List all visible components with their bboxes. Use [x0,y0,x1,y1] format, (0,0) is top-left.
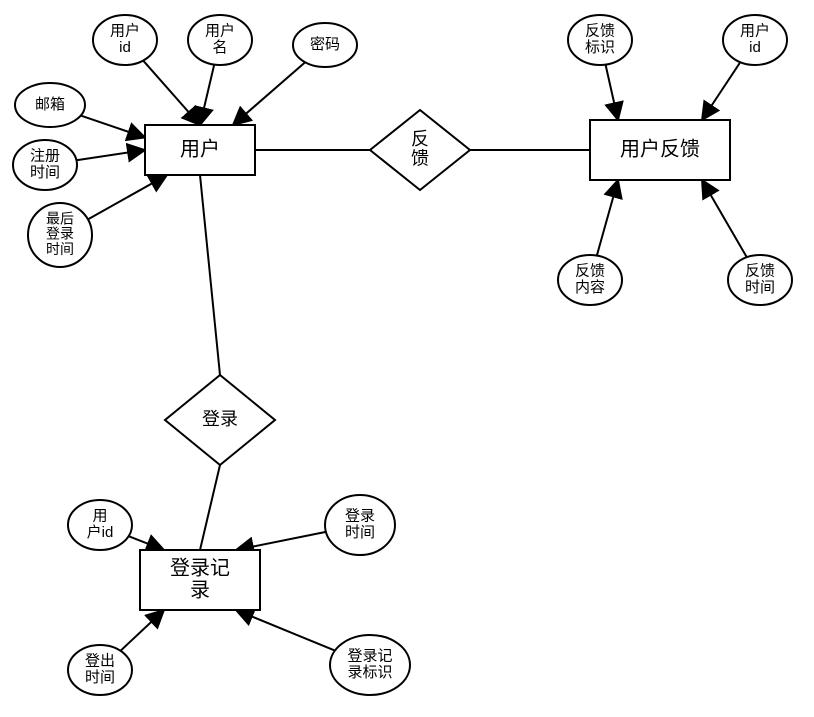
edge [143,61,200,125]
edge [236,532,326,550]
edge [702,180,747,257]
edge [702,62,740,120]
attribute-label-email: 邮箱 [35,96,65,113]
svg-text:时间: 时间 [345,524,375,541]
edge [88,175,167,219]
edge [233,62,305,125]
svg-text:反馈: 反馈 [745,263,775,280]
svg-text:名: 名 [212,39,227,56]
svg-text:id: id [749,39,761,56]
svg-text:内容: 内容 [575,279,605,296]
attribute-label-fb-content: 反馈内容 [575,263,605,297]
svg-text:时间: 时间 [745,279,775,296]
svg-text:用: 用 [92,508,107,525]
svg-text:录标识: 录标识 [347,664,392,681]
svg-text:时间: 时间 [30,164,60,181]
attribute-label-last-login-time: 最后登录时间 [46,210,74,257]
svg-text:最后: 最后 [46,210,74,226]
attribute-label-register-time: 注册时间 [30,148,60,182]
entity-label-user: 用户 [180,137,220,160]
svg-text:用户反馈: 用户反馈 [620,137,700,160]
edge [129,536,164,550]
svg-text:密码: 密码 [310,36,340,53]
svg-text:登录: 登录 [202,409,238,429]
svg-text:标识: 标识 [585,39,615,56]
svg-text:户id: 户id [87,524,114,541]
shapes: 用户用户反馈登录记录反馈登录用户id用户名密码邮箱注册时间最后登录时间反馈标识用… [13,15,792,695]
edge [81,116,145,138]
svg-text:馈: 馈 [411,149,429,169]
svg-text:反馈: 反馈 [585,23,615,40]
svg-text:反: 反 [411,129,429,149]
svg-text:注册: 注册 [30,148,60,165]
attribute-label-password: 密码 [310,36,340,53]
edge [200,175,220,375]
edge [200,465,220,550]
attribute-label-logout-time: 登出时间 [85,653,115,687]
svg-text:登录: 登录 [345,508,375,525]
edge [200,65,214,125]
svg-text:登录记: 登录记 [170,556,230,579]
edge [236,610,335,651]
svg-text:用户: 用户 [205,23,235,40]
edge [606,65,618,120]
svg-text:录: 录 [190,579,210,601]
svg-text:反馈: 反馈 [575,263,605,280]
svg-text:用户: 用户 [740,23,770,40]
attribute-label-fb-time: 反馈时间 [745,263,775,297]
svg-text:时间: 时间 [46,241,74,257]
svg-text:时间: 时间 [85,669,115,686]
entity-label-user-feedback: 用户反馈 [620,137,700,160]
edge [76,150,145,160]
relationship-label-feedback: 反馈 [411,129,429,169]
er-diagram: 用户用户反馈登录记录反馈登录用户id用户名密码邮箱注册时间最后登录时间反馈标识用… [0,0,814,717]
edge [120,610,164,651]
attribute-label-login-time: 登录时间 [345,508,375,542]
attribute-label-login-record-id: 登录记录标识 [347,648,392,682]
svg-text:id: id [119,39,131,56]
svg-text:邮箱: 邮箱 [35,96,65,113]
svg-text:用户: 用户 [180,137,220,160]
svg-text:用户: 用户 [110,23,140,40]
attribute-label-fb-flag: 反馈标识 [585,23,615,57]
svg-text:登出: 登出 [85,653,115,670]
edge [597,180,618,256]
svg-text:登录记: 登录记 [347,648,392,665]
svg-text:登录: 登录 [46,226,74,242]
relationship-label-login: 登录 [202,409,238,429]
